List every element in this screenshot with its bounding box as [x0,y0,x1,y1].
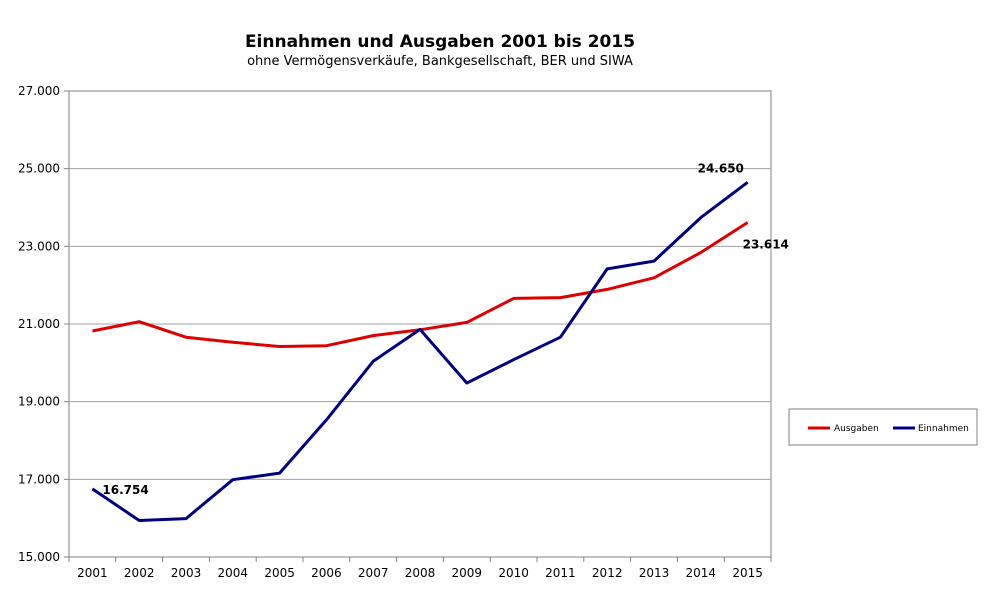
series-lines [91,181,749,522]
x-tick-label: 2008 [405,566,436,580]
y-tick-label: 19.000 [18,395,60,409]
gridlines [64,90,772,562]
legend: Ausgaben Einnahmen [788,408,978,446]
data-labels: 16.754 24.650 23.614 [102,161,789,497]
x-tick-label: 2004 [218,566,249,580]
x-tick-label: 2002 [124,566,155,580]
x-tick-label: 2011 [545,566,576,580]
y-tick-label: 23.000 [18,239,60,253]
y-tick-label: 25.000 [18,162,60,176]
chart-subtitle: ohne Vermögensverkäufe, Bankgesellschaft… [247,54,633,69]
y-axis-tick-labels: 15.000 17.000 19.000 21.000 23.000 25.000 27.0… [18,84,60,564]
data-label: 23.614 [743,237,789,251]
y-tick-label: 17.000 [18,472,60,486]
series-line-einnahmen [91,181,749,522]
chart-title: Einnahmen und Ausgaben 2001 bis 2015 [245,32,635,52]
x-tick-label: 2014 [686,566,717,580]
data-label: 16.754 [102,483,148,497]
y-tick-label: 15.000 [18,550,60,564]
x-tick-label: 2012 [592,566,623,580]
x-tick-label: 2007 [358,566,389,580]
x-tick-label: 2003 [171,566,202,580]
x-tick-label: 2015 [732,566,763,580]
legend-label-einnahmen: Einnahmen [918,424,969,434]
x-tick-label: 2010 [498,566,529,580]
x-tick-label: 2013 [639,566,670,580]
x-axis-tick-labels: 2001 2002 2003 2004 2005 2006 2007 2008 2009 2010… [77,566,763,580]
y-tick-label: 21.000 [18,317,60,331]
x-tick-label: 2005 [264,566,295,580]
data-label: 24.650 [698,161,744,175]
y-tick-label: 27.000 [18,84,60,98]
x-tick-label: 2006 [311,566,342,580]
x-tick-label: 2001 [77,566,108,580]
x-tick-label: 2009 [452,566,483,580]
legend-label-ausgaben: Ausgaben [834,424,879,434]
